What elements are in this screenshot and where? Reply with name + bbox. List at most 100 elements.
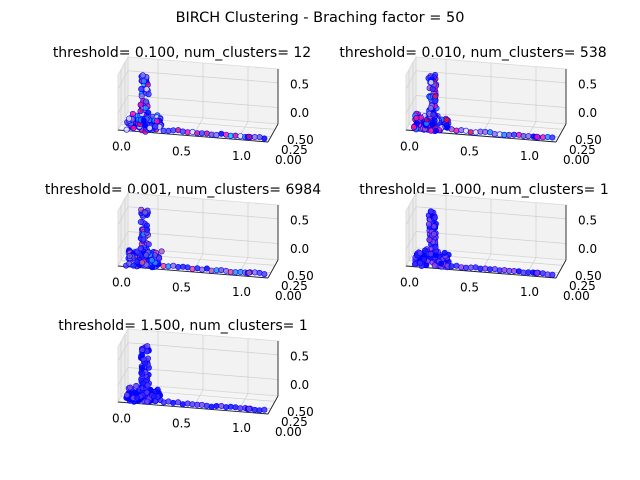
panel-5-point <box>189 401 196 408</box>
panel-5-point <box>170 399 177 406</box>
panel-4-point <box>534 269 541 276</box>
panel-1-point <box>123 126 130 133</box>
panel-4-point <box>549 271 556 278</box>
panel-5-point <box>198 401 205 408</box>
panel-3-point <box>184 264 191 271</box>
panel-3-point <box>156 255 163 262</box>
panel-3-point <box>126 252 133 259</box>
panel-5-point <box>256 407 263 414</box>
panel-3-point <box>144 226 151 233</box>
panel-2-point <box>443 117 450 124</box>
panel-1-ztick: 0.0 <box>290 106 309 120</box>
panel-1-point <box>184 129 191 136</box>
panel-4-point <box>448 263 455 270</box>
panel-4-point <box>431 214 438 221</box>
panel-1-point <box>137 108 144 115</box>
panel-2-points <box>410 72 556 141</box>
panel-1-ztick: 0.5 <box>290 77 309 91</box>
panel-4-xtick: 1.0 <box>520 285 539 299</box>
panel-4-point <box>441 249 448 256</box>
panel-1-point <box>218 130 225 137</box>
panel-3-point <box>145 241 152 248</box>
panel-5-ztick: 0.0 <box>290 378 309 392</box>
panel-4-ytick: 0.00 <box>563 289 590 303</box>
panel-1-point <box>160 127 167 134</box>
panel-2-point <box>506 132 513 139</box>
panel-3-point <box>232 269 239 276</box>
panel-5-point <box>213 403 220 410</box>
panel-1-point <box>152 123 159 130</box>
panel-2-point <box>413 114 420 121</box>
panel-3-point <box>158 248 165 255</box>
panel-5-point <box>139 370 146 377</box>
panel-1-point <box>213 132 220 139</box>
panel-3-point <box>137 245 144 252</box>
panel-5-point <box>131 389 138 396</box>
panel-5: threshold= 1.500, num_clusters= 1 0.0 0.5 1… <box>58 318 313 439</box>
panel-3-point <box>246 269 253 276</box>
panel-2-point <box>430 111 437 118</box>
panel-5-point <box>144 343 151 350</box>
panel-4-point <box>426 236 433 243</box>
panel-4-point <box>501 267 508 274</box>
panel-5-point <box>179 401 186 408</box>
panel-3-points <box>123 206 268 278</box>
panel-2-point <box>520 133 527 140</box>
panel-1-points <box>123 72 268 142</box>
panel-3-ztick: 0.5 <box>290 213 309 227</box>
panel-2-point <box>443 122 450 129</box>
panel-1-ytick: 0.50 <box>287 133 314 147</box>
panel-3-point <box>140 236 147 243</box>
panel-2-point <box>467 129 474 136</box>
panel-1-ytick: 0.00 <box>275 153 302 167</box>
panel-4-point <box>427 208 434 215</box>
panel-1-point <box>146 125 153 132</box>
panel-4-xtick: 0.5 <box>460 280 479 294</box>
panel-5-point <box>203 402 210 409</box>
panel-2: threshold= 0.010, num_clusters= 538 0.0 0.… <box>339 45 606 167</box>
panel-2-ytick: 0.50 <box>575 133 602 147</box>
panel-1-xtick: 0.0 <box>112 140 131 154</box>
panel-5-point <box>232 404 239 411</box>
panel-4-point <box>430 230 437 237</box>
panel-1-point <box>251 134 258 141</box>
panel-5-point <box>139 351 146 358</box>
panel-4-ztick: 0.0 <box>578 242 597 256</box>
panel-3-point <box>170 262 177 269</box>
panel-5-point <box>144 382 151 389</box>
panel-4-ytick: 0.25 <box>569 279 596 293</box>
panel-5-ztick: 0.5 <box>290 349 309 363</box>
panel-4-title: threshold= 1.000, num_clusters= 1 <box>359 182 608 198</box>
panel-2-point <box>427 127 434 134</box>
panel-5-point <box>261 406 268 413</box>
panel-4-ytick: 0.50 <box>575 269 602 283</box>
panel-2-ytick: 0.25 <box>569 143 596 157</box>
panel-5-ytick: 0.25 <box>281 415 308 429</box>
panel-1-point <box>145 91 152 98</box>
panel-3-ytick: 0.25 <box>281 279 308 293</box>
panel-5-point <box>138 364 145 371</box>
panel-4-xtick: 0.0 <box>400 276 419 290</box>
panel-1-point <box>138 93 145 100</box>
panel-3-title: threshold= 0.001, num_clusters= 6984 <box>45 182 321 198</box>
panel-1-point <box>198 130 205 137</box>
panel-1-point <box>143 86 150 93</box>
panel-3: threshold= 0.001, num_clusters= 6984 0.0 0… <box>45 182 321 303</box>
panel-1-point <box>261 135 268 142</box>
panel-4-point <box>431 262 438 269</box>
panel-2-ytick: 0.00 <box>563 153 590 167</box>
panel-5-xtick: 1.0 <box>232 421 251 435</box>
panel-1-point <box>153 118 160 125</box>
panel-1-point <box>179 128 186 135</box>
panel-1-ytick: 0.25 <box>281 143 308 157</box>
panel-4-point <box>420 256 427 263</box>
panel-3-point <box>208 267 215 274</box>
panel-2-point <box>482 128 489 135</box>
panel-5-point <box>237 405 244 412</box>
panel-5-ytick: 0.00 <box>275 425 302 439</box>
panel-1-point <box>137 101 144 108</box>
panel-5-point <box>154 386 161 393</box>
panel-1-point <box>129 110 136 117</box>
panel-5-point <box>142 360 149 367</box>
panel-3-ztick: 0.0 <box>290 242 309 256</box>
